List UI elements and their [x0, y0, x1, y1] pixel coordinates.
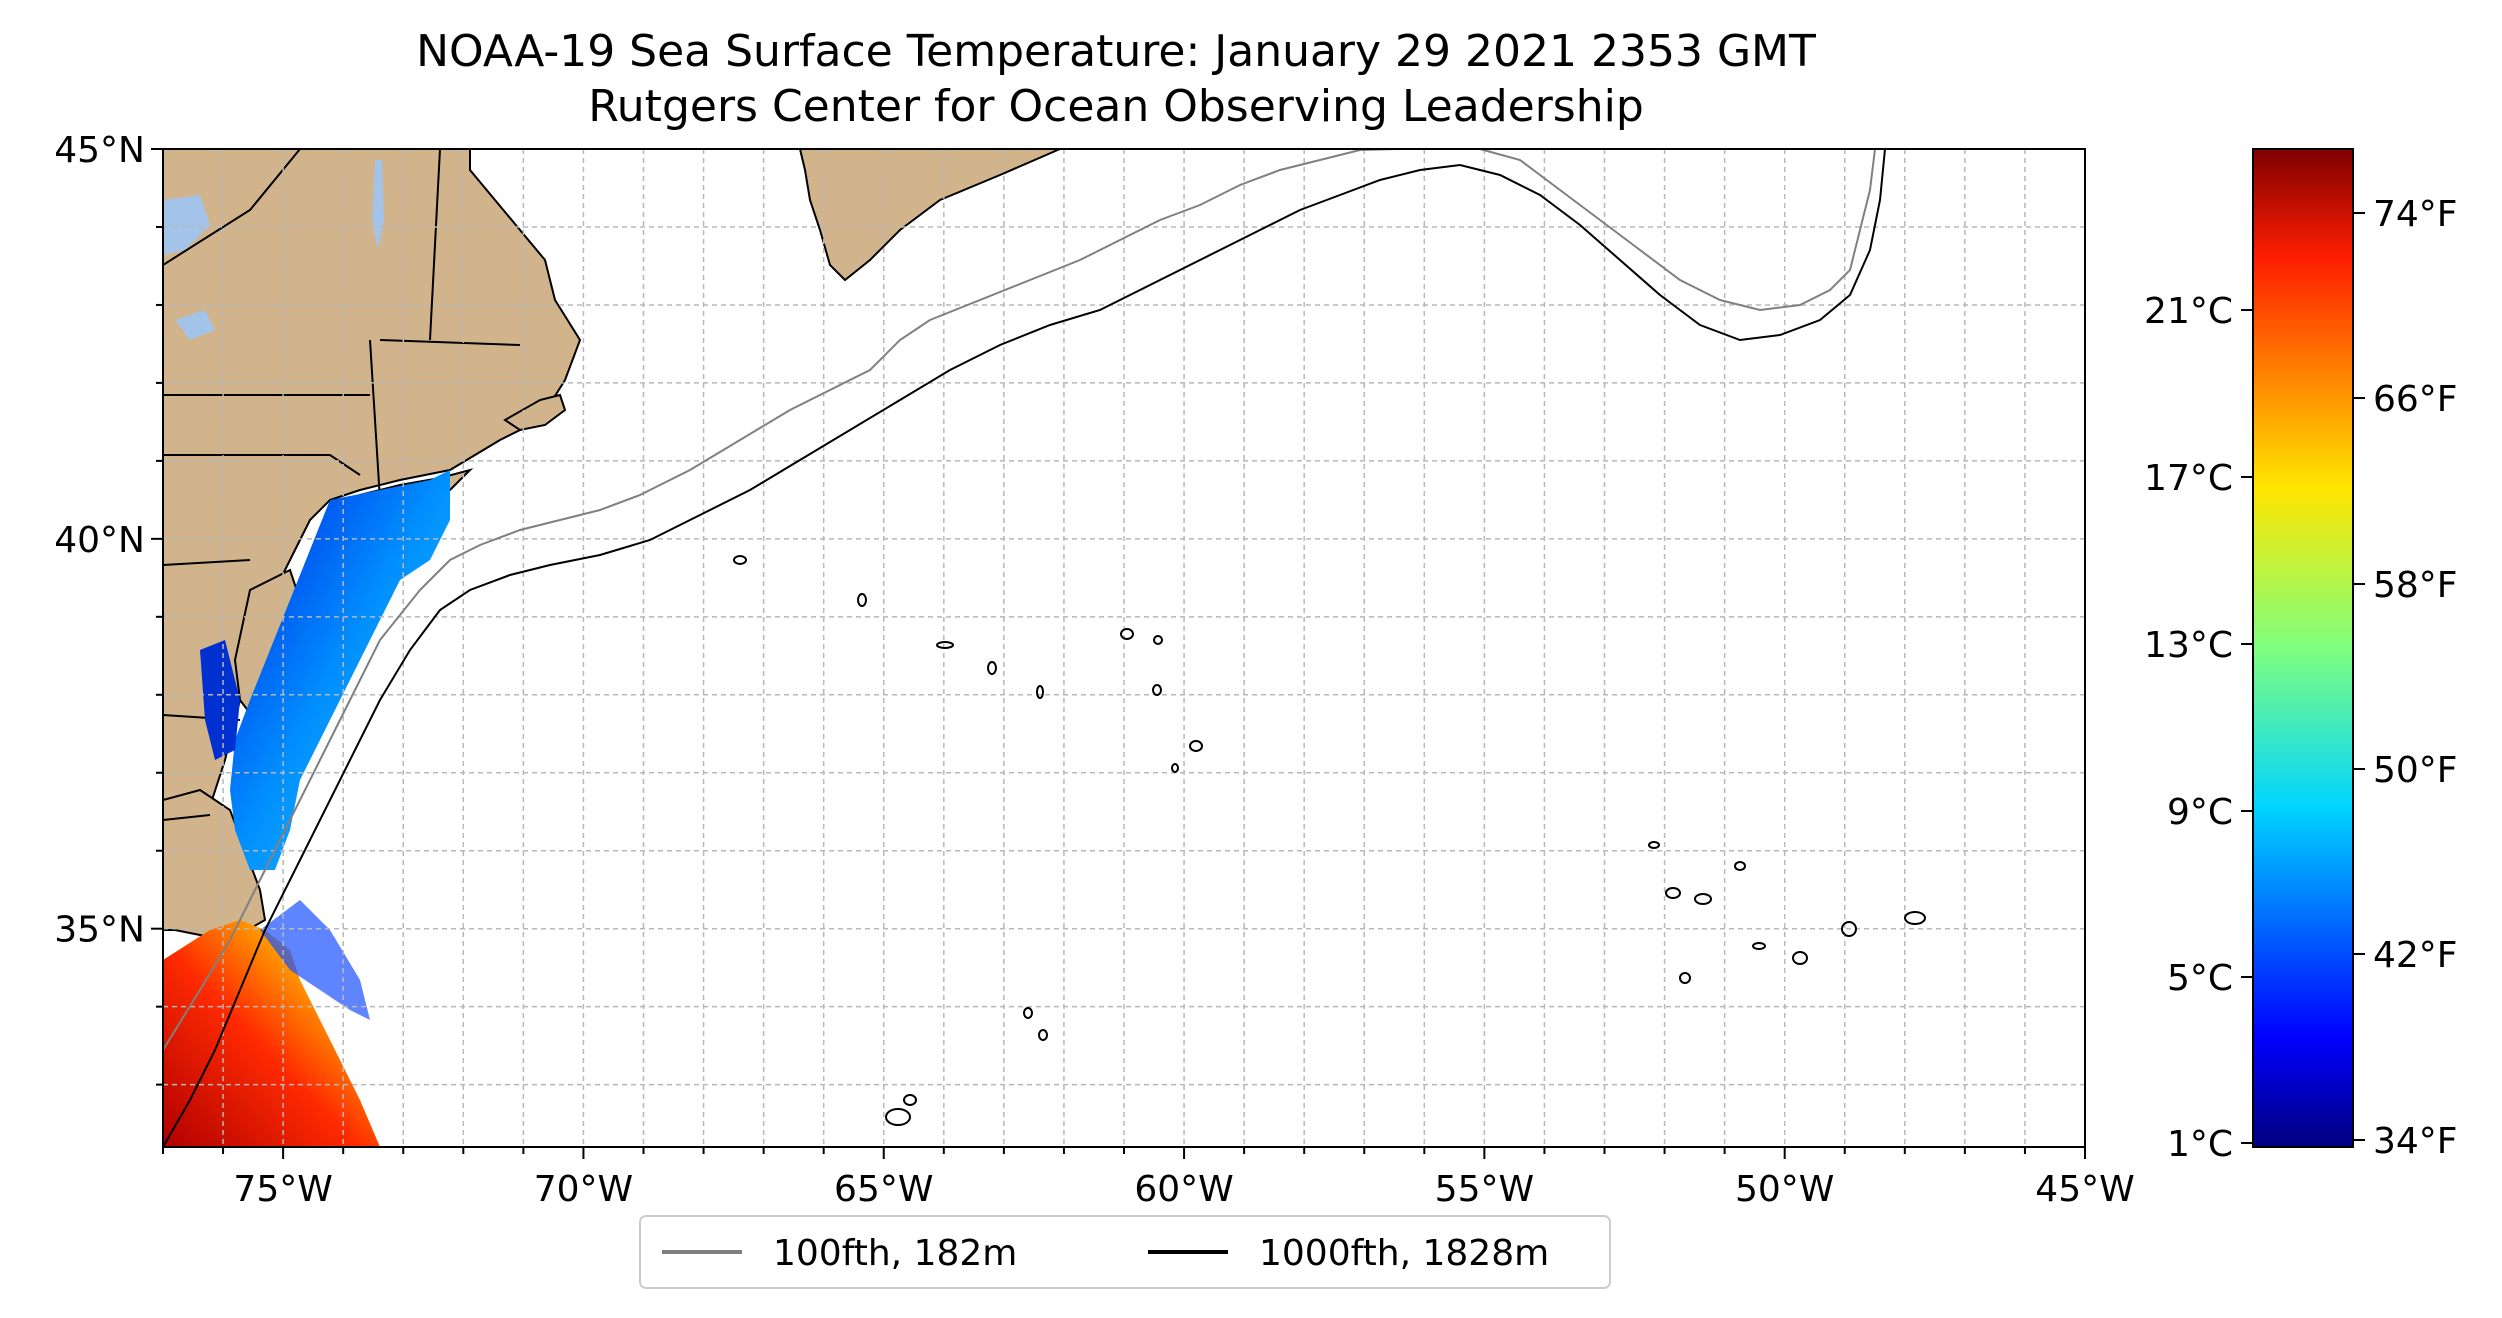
seamount-contour — [1036, 685, 1044, 699]
sst-chesapeake — [200, 640, 240, 760]
lon-tick-label: 50°W — [1735, 1169, 1834, 1210]
chart-title-line2: Rutgers Center for Ocean Observing Leade… — [588, 81, 1644, 132]
seamount-contour — [1694, 893, 1712, 905]
land-nova-scotia — [798, 149, 1061, 282]
seamount-contour — [1734, 861, 1746, 871]
seamount-contour — [903, 1094, 917, 1106]
land-carolina-coast — [163, 788, 267, 942]
legend-label-100fth: 100fth, 182m — [773, 1233, 1017, 1274]
seamounts — [733, 555, 1926, 1126]
seamount-contour — [936, 641, 954, 649]
colorbar-fahrenheit-label: 58°F — [2373, 565, 2458, 606]
lon-tick-labels: 75°W 70°W 65°W 60°W 55°W 50°W 45°W — [233, 1169, 2134, 1210]
sst-swath-cool — [230, 470, 450, 870]
seamount-contour — [1665, 887, 1681, 899]
lat-tick-label: 40°N — [54, 520, 145, 561]
isobaths — [163, 149, 1886, 1147]
colorbar-fahrenheit-label: 34°F — [2373, 1121, 2458, 1162]
border-line — [163, 559, 251, 566]
lake-ontario-fragment — [163, 195, 210, 255]
map-panel — [162, 148, 2086, 1148]
legend: 100fth, 182m 1000fth, 1828m — [639, 1215, 1611, 1289]
border-line — [163, 814, 211, 821]
seamount-contour — [1038, 1029, 1048, 1041]
border-line — [369, 339, 381, 501]
colorbar-celsius-label: 13°C — [2144, 625, 2233, 666]
colorbar: 1°C 5°C 9°C 13°C 17°C 21°C 34°F 42°F 50°F 58°F 66… — [2144, 148, 2458, 1165]
axis-ticks — [151, 148, 2086, 1159]
colorbar-celsius-label: 21°C — [2144, 291, 2233, 332]
colorbar-fahrenheit-ticks: 34°F 42°F 50°F 58°F 66°F 74°F — [2353, 194, 2458, 1162]
lon-tick-label: 45°W — [2035, 1169, 2134, 1210]
seamount-contour — [1792, 951, 1808, 965]
legend-label-1000fth: 1000fth, 1828m — [1259, 1233, 1549, 1274]
seamount-contour — [1023, 1007, 1033, 1019]
lat-tick-labels: 45°N 40°N 35°N — [54, 130, 145, 951]
seamount-contour — [733, 555, 747, 565]
lon-tick-label: 60°W — [1134, 1169, 1233, 1210]
seamount-contour — [1904, 911, 1926, 925]
legend-box — [639, 1215, 1611, 1289]
seamount-contour — [1152, 684, 1162, 696]
border-line — [429, 149, 441, 341]
lake-finger-lakes — [175, 310, 215, 340]
colorbar-fahrenheit-label: 74°F — [2373, 194, 2458, 235]
isobath-100fth — [163, 149, 1876, 1051]
chart-title-line1: NOAA-19 Sea Surface Temperature: January… — [416, 26, 1816, 77]
lon-tick-label: 65°W — [834, 1169, 933, 1210]
lat-tick-label: 45°N — [54, 130, 145, 171]
colorbar-fahrenheit-label: 42°F — [2373, 935, 2458, 976]
lon-tick-label: 55°W — [1435, 1169, 1534, 1210]
colorbar-celsius-label: 5°C — [2167, 958, 2233, 999]
land-cape-cod — [503, 393, 567, 432]
sst-swath-warm — [163, 920, 380, 1147]
seamount-contour — [1189, 740, 1203, 752]
colorbar-fahrenheit-label: 66°F — [2373, 379, 2458, 420]
border-line — [163, 454, 361, 476]
lat-tick-label: 35°N — [54, 910, 145, 951]
colorbar-celsius-label: 9°C — [2167, 792, 2233, 833]
colorbar-gradient — [2252, 148, 2354, 1148]
colorbar-celsius-label: 17°C — [2144, 458, 2233, 499]
seamount-contour — [1679, 972, 1691, 984]
lon-tick-label: 70°W — [534, 1169, 633, 1210]
seamount-contour — [1648, 841, 1660, 849]
map-gridlines — [163, 149, 2085, 1147]
colorbar-celsius-ticks: 1°C 5°C 9°C 13°C 17°C 21°C — [2144, 291, 2253, 1165]
seamount-contour — [1153, 635, 1163, 645]
lon-tick-label: 75°W — [233, 1169, 332, 1210]
colorbar-fahrenheit-label: 50°F — [2373, 750, 2458, 791]
isobath-1000fth — [163, 149, 1886, 1147]
seamount-contour — [1171, 763, 1179, 773]
seamount-contour — [885, 1108, 911, 1126]
seamount-contour — [987, 661, 997, 675]
seamount-contour — [1120, 628, 1134, 640]
colorbar-celsius-label: 1°C — [2167, 1124, 2233, 1165]
seamount-contour — [857, 593, 867, 607]
seamount-contour — [1752, 942, 1766, 950]
seamount-contour — [1841, 921, 1857, 937]
sst-data-layer — [163, 470, 450, 1147]
state-borders — [163, 149, 521, 821]
